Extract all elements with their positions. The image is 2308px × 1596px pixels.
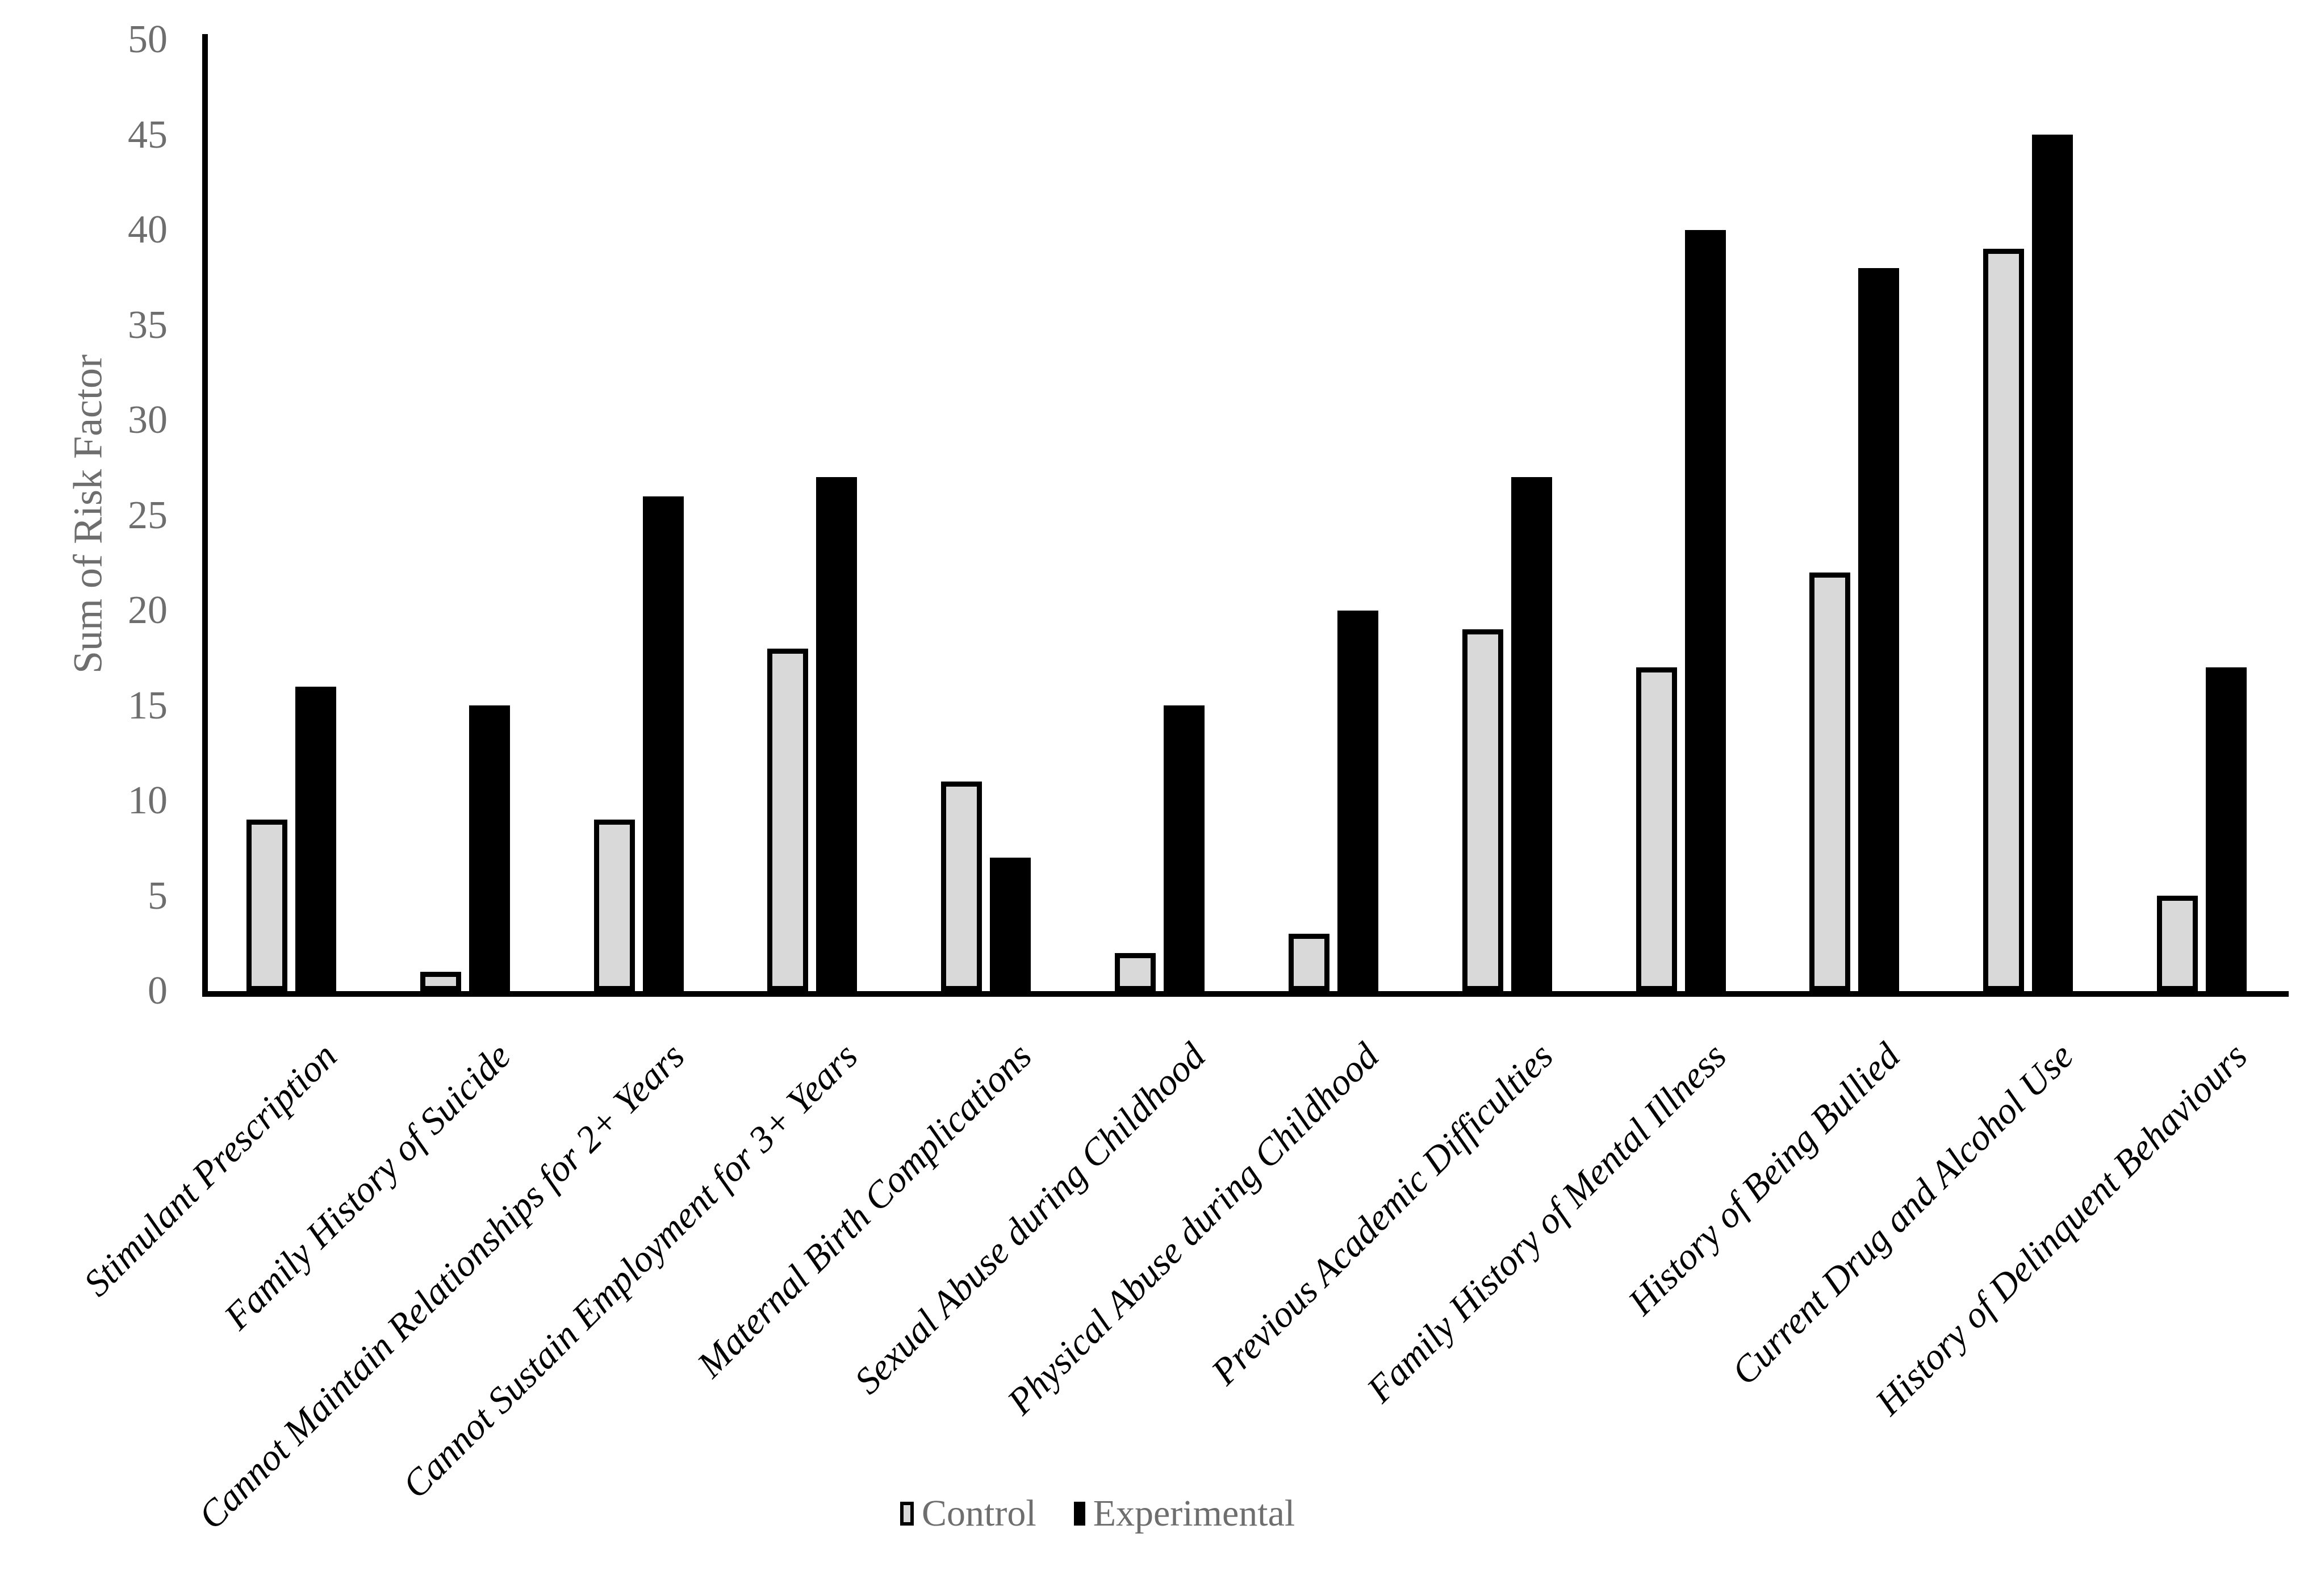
bar-control-11 (1983, 249, 2024, 991)
bar-experimental-12 (2206, 667, 2247, 991)
x-category-label: Previous Academic Difficulties (1203, 1035, 1561, 1393)
bar-control-9 (1636, 667, 1677, 991)
bar-experimental-6 (1164, 705, 1205, 991)
bar-control-12 (2157, 896, 2198, 991)
bar-control-10 (1809, 573, 1850, 991)
experimental-swatch-icon (1073, 1502, 1085, 1526)
bar-control-7 (1289, 934, 1329, 991)
legend-label-experimental: Experimental (1093, 1493, 1295, 1534)
bar-experimental-10 (1858, 268, 1899, 991)
bar-control-5 (941, 782, 982, 991)
bar-experimental-11 (2032, 135, 2073, 991)
bar-control-1 (246, 820, 287, 991)
bar-control-6 (1115, 953, 1156, 991)
legend-item-experimental: Experimental (1073, 1493, 1295, 1534)
x-axis-line (202, 991, 2289, 997)
x-category-label: Current Drug and Alcohol Use (1724, 1035, 2082, 1393)
control-swatch-icon (900, 1502, 914, 1526)
y-tick-label-25: 25 (128, 493, 168, 537)
y-tick-label-10: 10 (128, 779, 168, 822)
bar-experimental-4 (816, 477, 857, 991)
bar-experimental-2 (469, 705, 510, 991)
x-category-label: Sexual Abuse during Childhood (846, 1035, 1214, 1402)
y-tick-label-20: 20 (128, 588, 168, 632)
y-tick-label-5: 5 (148, 874, 168, 918)
y-tick-label-50: 50 (128, 18, 168, 61)
bar-control-2 (420, 972, 461, 991)
legend-label-control: Control (922, 1493, 1036, 1534)
bar-control-4 (767, 649, 808, 991)
bar-control-8 (1462, 629, 1503, 991)
bar-experimental-3 (643, 496, 684, 991)
y-tick-label-15: 15 (128, 683, 168, 728)
bar-control-3 (594, 820, 635, 991)
legend-item-control: Control (900, 1495, 1036, 1532)
bar-experimental-7 (1337, 611, 1378, 991)
legend: Control Experimental (900, 1495, 1295, 1532)
x-category-label: History of Delinquent Behaviours (1867, 1035, 2256, 1423)
y-tick-label-30: 30 (128, 398, 168, 442)
y-tick-label-40: 40 (128, 208, 168, 252)
x-category-label: Physical Abuse during Childhood (1000, 1035, 1387, 1423)
y-tick-label-45: 45 (128, 112, 168, 157)
bar-experimental-8 (1511, 477, 1552, 991)
x-category-label: Maternal Birth Complications (689, 1035, 1040, 1386)
x-category-label: Family History of Mental Illness (1359, 1035, 1735, 1411)
bar-experimental-9 (1685, 230, 1726, 991)
bar-experimental-5 (990, 858, 1031, 991)
y-axis-line (202, 34, 208, 997)
x-category-label: Family History of Suicide (216, 1035, 519, 1338)
bar-experimental-1 (295, 687, 336, 991)
y-tick-label-0: 0 (148, 969, 168, 1013)
y-tick-label-35: 35 (128, 303, 168, 347)
